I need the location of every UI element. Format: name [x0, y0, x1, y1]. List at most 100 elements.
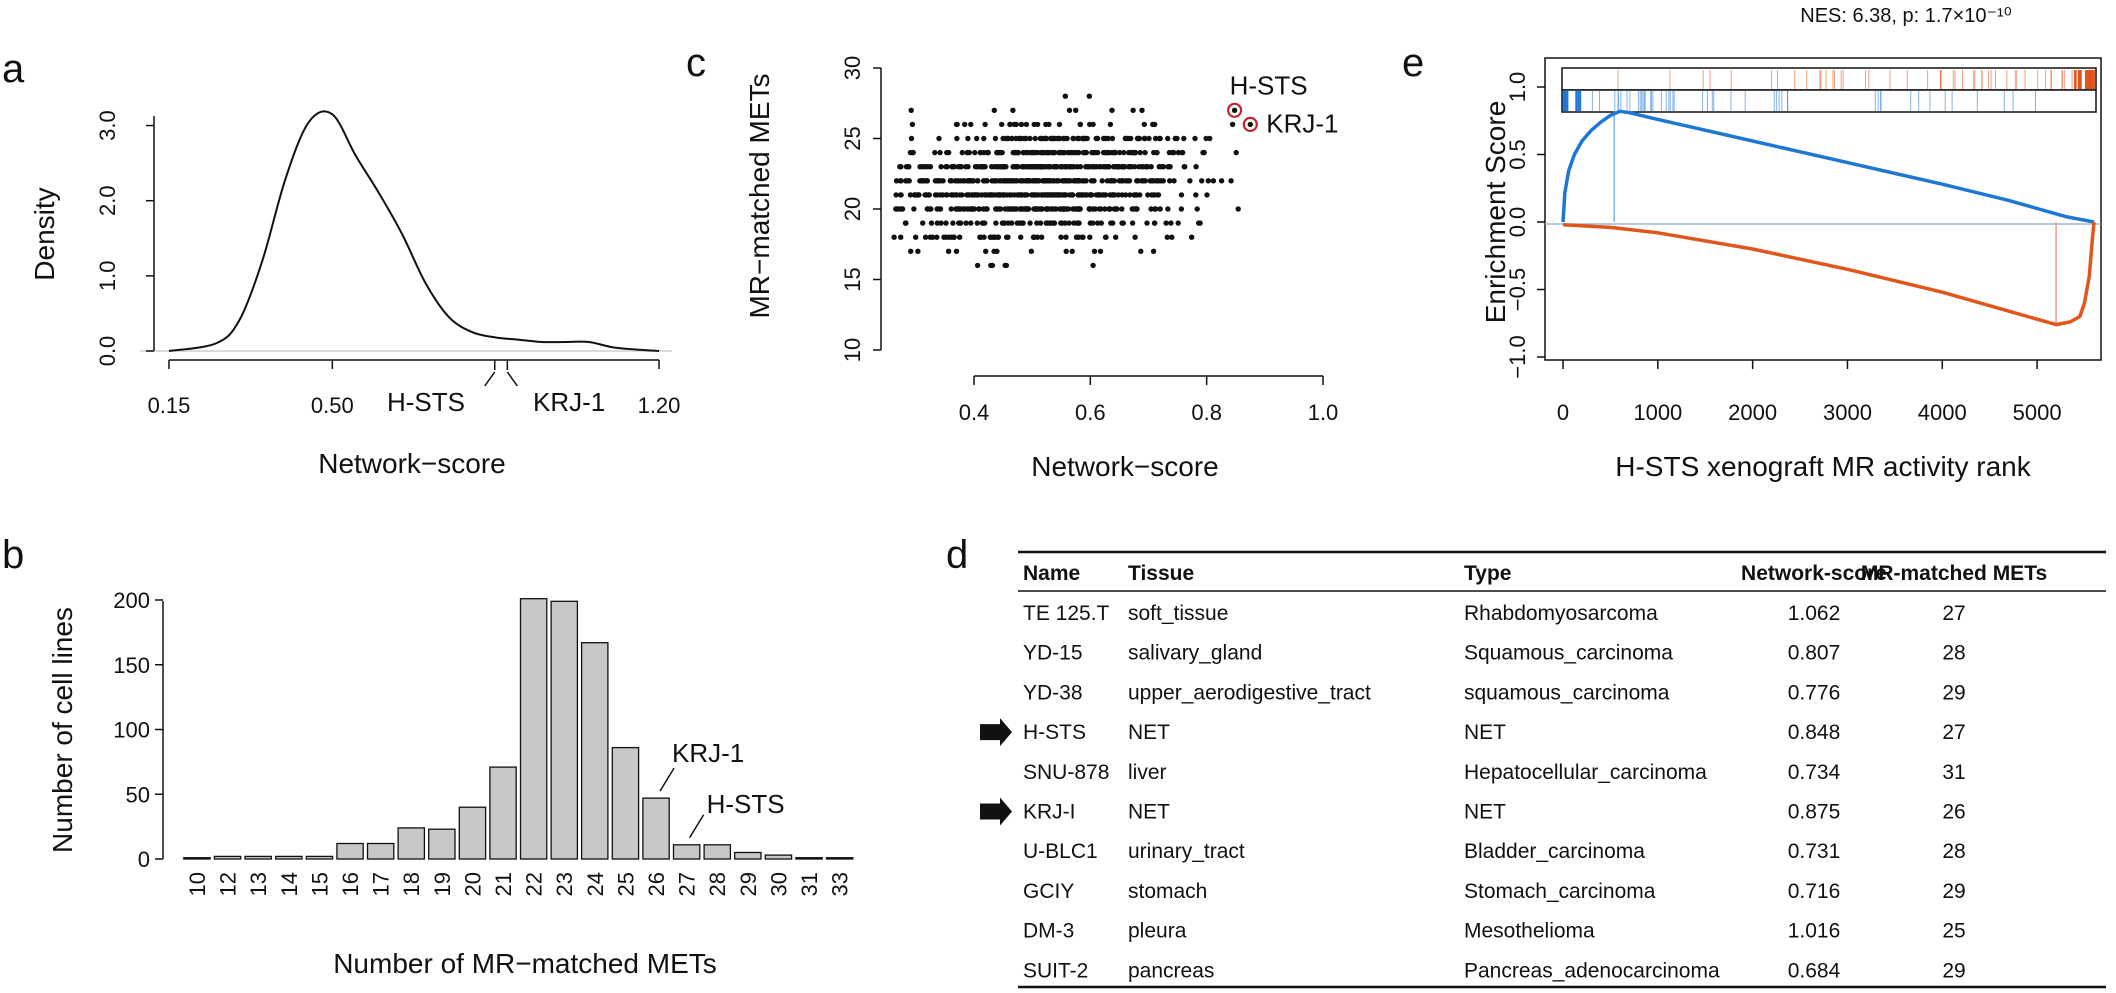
scatter-point	[965, 192, 972, 198]
histogram-bar	[672, 844, 701, 860]
scatter-point	[1169, 234, 1175, 240]
table-cell-name: H-STS	[1023, 721, 1086, 744]
scatter-point	[893, 206, 899, 212]
histogram-bar	[428, 828, 456, 860]
scatter-point	[891, 234, 897, 240]
scatter-point	[1121, 149, 1127, 156]
scatter-point	[1108, 178, 1114, 184]
scatter-point	[1109, 135, 1116, 142]
scatter-point	[1076, 149, 1082, 156]
scatter-point	[946, 149, 952, 156]
c-x-tick-label: 0.8	[1191, 400, 1222, 425]
table-cell-mets: 28	[1942, 642, 1965, 665]
scatter-point	[1015, 164, 1021, 170]
scatter-point	[897, 178, 903, 184]
scatter-point	[1199, 178, 1205, 184]
scatter-point	[964, 149, 971, 156]
scatter-point	[941, 234, 947, 240]
scatter-point	[995, 234, 1002, 240]
scatter-point	[989, 262, 996, 269]
scatter-point	[1063, 164, 1069, 170]
table-row: SNU-878 liver Hepatocellular_carcinoma 0.73…	[1023, 761, 1966, 784]
scatter-point	[1109, 107, 1115, 114]
enrichment-curve-negative	[1562, 221, 2096, 327]
table-row: GCIY stomach Stomach_carcinoma 0.716 29	[1023, 880, 1966, 903]
scatter-point	[1102, 135, 1109, 142]
scatter-point	[993, 220, 999, 226]
b-y-axis-title: Number of cell lines	[47, 607, 78, 853]
scatter-point	[1104, 178, 1111, 184]
scatter-point	[1192, 135, 1198, 142]
scatter-point	[1133, 192, 1139, 198]
scatter-point	[1228, 178, 1234, 184]
scatter-point	[968, 220, 974, 226]
c-y-tick-label: 30	[840, 56, 865, 80]
scatter-point	[932, 149, 938, 156]
table-cell-type: Pancreas_adenocarcinoma	[1464, 959, 1720, 982]
c-x-tick-label: 1.0	[1308, 400, 1339, 425]
scatter-point	[994, 164, 1000, 170]
scatter-point	[972, 149, 978, 156]
scatter-point	[1168, 220, 1174, 226]
a-x-tick-label: 1.20	[638, 393, 681, 418]
scatter-point	[934, 178, 940, 184]
scatter-point	[1154, 149, 1160, 156]
b-x-tick-label: 30	[766, 872, 791, 896]
table-cell-mets: 29	[1942, 959, 1965, 982]
e-y-tick-label: −1.0	[1505, 335, 1530, 378]
b-x-tick-label: 14	[277, 872, 302, 896]
scatter-point	[1008, 178, 1014, 184]
scatter-point	[1205, 178, 1212, 184]
a-x-tick-label: 0.50	[311, 393, 354, 418]
scatter-point	[1218, 178, 1225, 184]
scatter-point	[1030, 164, 1036, 170]
scatter-point	[1026, 178, 1032, 184]
scatter-point	[1098, 164, 1104, 170]
table-header-cell: Tissue	[1128, 562, 1194, 585]
scatter-point	[1178, 192, 1185, 198]
scatter-point	[1108, 220, 1114, 226]
scatter-point	[1112, 149, 1119, 156]
scatter-point	[1235, 206, 1241, 212]
panel-letter-c: c	[686, 41, 706, 85]
scatter-point	[1204, 192, 1210, 198]
c-x-axis-title: Network−score	[1031, 451, 1219, 482]
scatter-point	[1019, 178, 1025, 184]
scatter-point	[1018, 234, 1024, 240]
scatter-point	[1042, 164, 1048, 170]
scatter-point	[897, 192, 904, 198]
scatter-point	[1004, 178, 1010, 184]
table-row: YD-15 salivary_gland Squamous_carcinoma 0.8…	[1023, 642, 1966, 665]
scatter-point	[1109, 149, 1115, 156]
panel-letter-b: b	[2, 533, 24, 577]
scatter-point	[945, 248, 952, 254]
b-x-tick-label: 12	[216, 872, 241, 896]
histogram-bar	[336, 842, 364, 860]
a-annotation-leader	[506, 371, 518, 387]
scatter-point	[1150, 248, 1157, 254]
scatter-point	[1014, 220, 1020, 226]
scatter-point	[1106, 164, 1112, 170]
scatter-point	[1020, 206, 1026, 212]
scatter-point	[1066, 192, 1073, 198]
scatter-point	[905, 178, 912, 184]
scatter-point	[1099, 178, 1105, 184]
scatter-point	[1086, 93, 1093, 99]
scatter-point	[920, 220, 926, 226]
a-x-axis-title: Network−score	[318, 448, 506, 479]
scatter-point	[1061, 149, 1067, 156]
scatter-point	[1127, 192, 1133, 198]
highlight-ring	[1242, 116, 1258, 133]
scatter-point	[1052, 149, 1058, 156]
scatter-point	[1165, 135, 1171, 142]
scatter-point	[1000, 192, 1007, 198]
c-y-axis-title: MR−matched METs	[744, 73, 775, 318]
scatter-point	[1087, 234, 1093, 240]
scatter-point	[974, 135, 980, 142]
table-header-cell: Type	[1464, 562, 1511, 585]
histogram-bar	[519, 598, 548, 860]
scatter-point	[915, 248, 921, 254]
table-cell-tissue: urinary_tract	[1128, 840, 1245, 863]
scatter-point	[1052, 164, 1059, 170]
scatter-point	[1020, 149, 1026, 156]
